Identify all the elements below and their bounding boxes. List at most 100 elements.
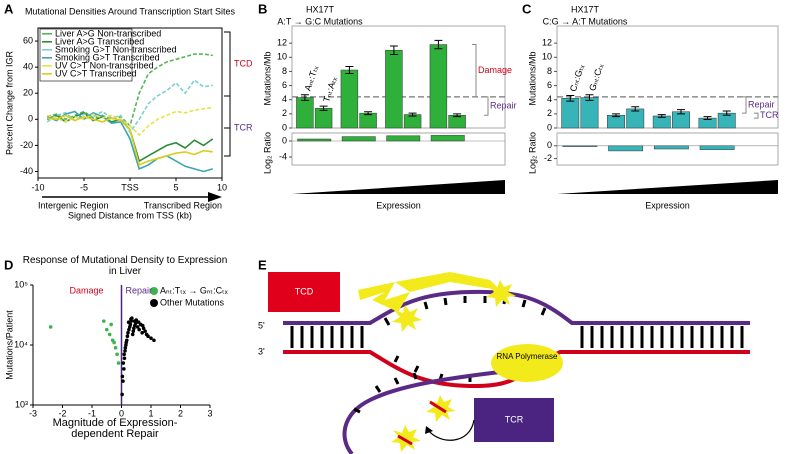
legend-swatch bbox=[42, 73, 52, 75]
point bbox=[126, 330, 130, 335]
legend-marker bbox=[150, 299, 158, 307]
x-tick-label: 5 bbox=[173, 182, 178, 192]
burst bbox=[486, 280, 516, 307]
y-tick-label: 10³ bbox=[15, 399, 28, 409]
x-tick-label: 1 bbox=[148, 408, 153, 418]
bracket bbox=[472, 44, 477, 98]
point bbox=[122, 356, 127, 361]
lightning bbox=[358, 282, 410, 312]
region-label: Intergenic Region bbox=[38, 200, 109, 210]
y-tick-label: 20 bbox=[23, 88, 33, 98]
point bbox=[127, 327, 131, 332]
error-bar bbox=[566, 94, 575, 102]
x-tick-label: 2 bbox=[178, 408, 183, 418]
ratio-bar bbox=[653, 145, 689, 150]
bar bbox=[296, 97, 314, 129]
bar-label: Aₙₜ:Tₜₓ bbox=[303, 64, 321, 92]
error-bar bbox=[612, 113, 621, 118]
y-axis-label: Mutations/Mb bbox=[262, 51, 272, 105]
error-bar bbox=[300, 94, 309, 101]
error-bar bbox=[585, 94, 594, 101]
data-line bbox=[46, 111, 214, 163]
legend-label: Liver A>G Non-transcribed bbox=[55, 28, 161, 38]
error-bar bbox=[345, 65, 354, 75]
y-tick-label: -20 bbox=[20, 140, 33, 150]
polymerase-text: RNA Polymerase bbox=[496, 352, 558, 361]
y-tick-label: 12 bbox=[277, 38, 287, 48]
x-tick-label: 0 bbox=[119, 408, 124, 418]
bar-label: Gₙₜ:Cₜₓ bbox=[587, 62, 605, 92]
x-tick-label: -3 bbox=[29, 408, 37, 418]
panel-label: D bbox=[4, 257, 13, 272]
point bbox=[146, 334, 150, 339]
annotation: Repair bbox=[490, 100, 517, 110]
ratio-bar bbox=[608, 145, 644, 152]
ratio-frame bbox=[556, 132, 779, 166]
point bbox=[129, 317, 133, 321]
five-prime: 5' bbox=[258, 320, 265, 330]
bracket bbox=[742, 96, 747, 114]
point bbox=[123, 349, 127, 353]
legend-label: Liver A>G Transcribed bbox=[55, 36, 144, 46]
error-bar bbox=[453, 113, 462, 118]
panel-label: C bbox=[522, 1, 532, 16]
x-tick-label: -5 bbox=[80, 182, 88, 192]
y-tick-label: 0 bbox=[547, 122, 552, 132]
error-bar bbox=[319, 105, 328, 111]
annotation: Repair bbox=[126, 285, 153, 295]
panel-label: B bbox=[258, 1, 267, 16]
lightning bbox=[395, 272, 500, 292]
y-tick-label: 4 bbox=[282, 94, 287, 104]
point bbox=[137, 327, 141, 332]
point bbox=[121, 361, 126, 365]
bracket bbox=[484, 96, 489, 116]
point bbox=[120, 374, 125, 379]
point bbox=[48, 325, 53, 329]
transcript-pairs bbox=[353, 372, 418, 414]
ratio-label: Log₂ Ratio bbox=[527, 132, 537, 174]
legend-swatch bbox=[42, 33, 52, 35]
y-tick-label: 2 bbox=[282, 108, 287, 118]
bar bbox=[340, 69, 359, 129]
y-tick-label: 2 bbox=[547, 108, 552, 118]
point bbox=[102, 319, 106, 323]
y-tick-label: 8 bbox=[547, 66, 552, 76]
point bbox=[122, 367, 126, 371]
top-strand bbox=[283, 289, 750, 325]
data-line bbox=[46, 110, 214, 173]
legend-swatch bbox=[42, 41, 52, 43]
chart-subtitle: A:T → G:C Mutations bbox=[277, 16, 363, 26]
y-axis-label: Percent Change from IGR bbox=[4, 50, 14, 155]
error-bar bbox=[631, 106, 640, 112]
point bbox=[104, 327, 109, 332]
legend-box bbox=[39, 28, 133, 82]
y-tick-label: 60 bbox=[23, 35, 33, 45]
point bbox=[115, 352, 119, 357]
legend-swatch bbox=[42, 57, 52, 59]
point bbox=[143, 329, 147, 333]
fragment bbox=[429, 400, 447, 414]
legend-label: UV C>T Transcribed bbox=[55, 68, 137, 78]
ratio-bar bbox=[297, 138, 332, 142]
x-tick-label: 10 bbox=[217, 182, 227, 192]
point bbox=[135, 325, 140, 329]
error-bar bbox=[657, 114, 666, 118]
ratio-bar bbox=[341, 136, 376, 142]
three-prime: 3' bbox=[258, 346, 265, 356]
y-axis-label: Mutations/Patient bbox=[4, 310, 14, 380]
data-line bbox=[47, 114, 213, 167]
ratio-bar bbox=[386, 135, 421, 142]
bar bbox=[359, 112, 377, 129]
ratio-tick-label: -4 bbox=[279, 151, 287, 161]
rna-transcript bbox=[342, 370, 501, 454]
annotation: TCR bbox=[760, 110, 779, 120]
ratio-bar bbox=[699, 145, 735, 150]
point bbox=[122, 352, 126, 357]
legend-swatch bbox=[42, 65, 52, 67]
chart-title: HX17T bbox=[571, 4, 600, 14]
x-tick-label: TSS bbox=[121, 182, 139, 192]
point bbox=[152, 338, 156, 343]
repair-arrow bbox=[427, 419, 475, 441]
ratio-frame bbox=[291, 132, 506, 166]
x-axis-label: Expression bbox=[645, 200, 690, 210]
